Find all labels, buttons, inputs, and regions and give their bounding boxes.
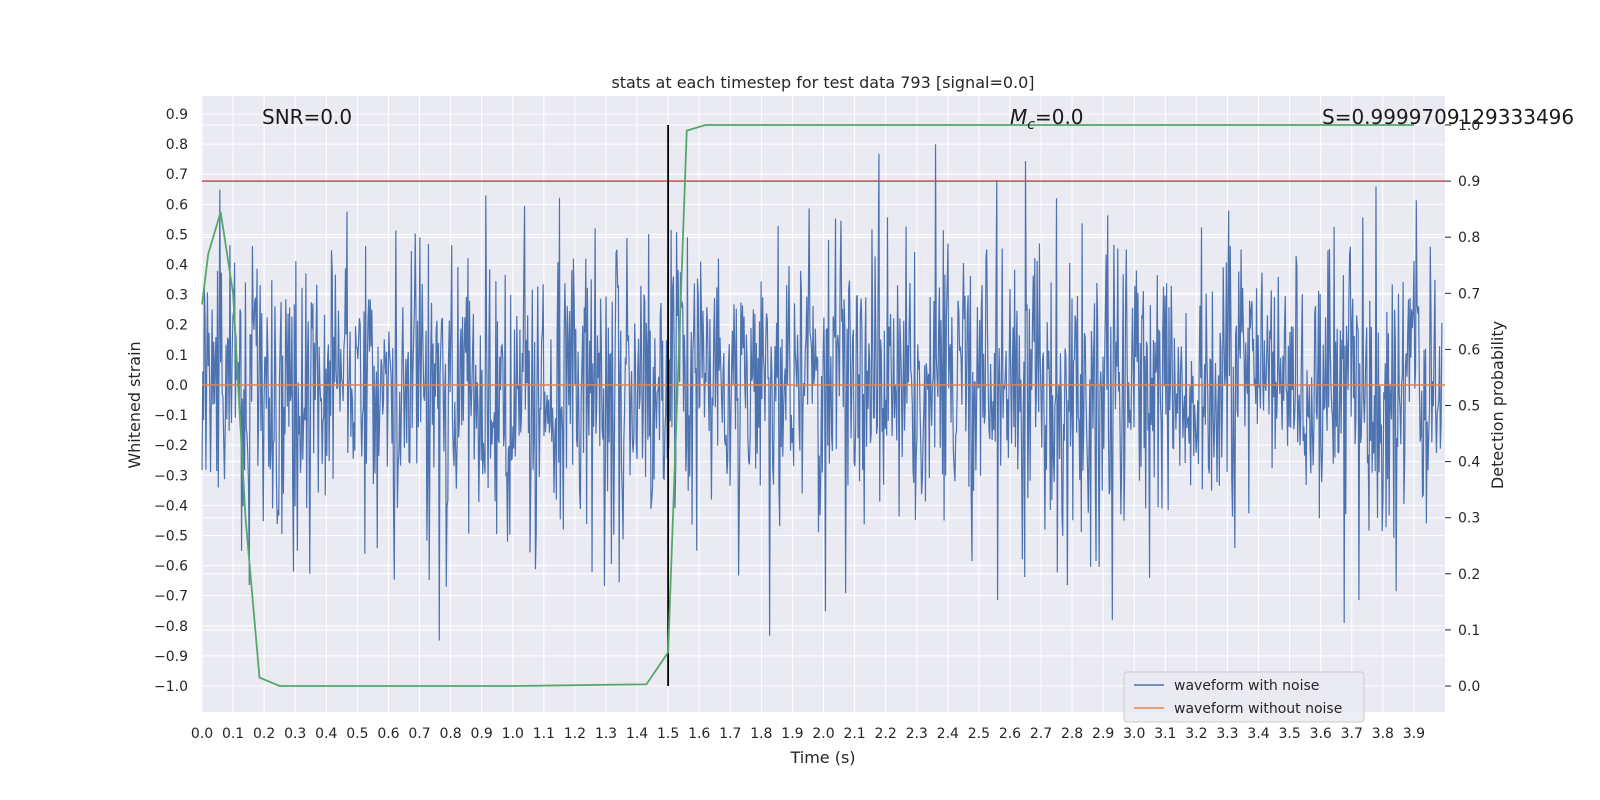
mc-value: =0.0 bbox=[1035, 105, 1084, 129]
y2-tick-label: 0.8 bbox=[1458, 230, 1480, 246]
x-tick-label: 2.4 bbox=[937, 726, 959, 742]
x-tick-label: 1.0 bbox=[502, 726, 524, 742]
y2-tick-label: 0.7 bbox=[1458, 286, 1480, 302]
x-tick-label: 1.9 bbox=[781, 726, 803, 742]
score-annotation: S=0.9999709129333496 bbox=[1322, 105, 1574, 129]
y2-tick-label: 0.4 bbox=[1458, 455, 1480, 471]
y-tick-label: −0.2 bbox=[154, 438, 188, 454]
y-tick-label: 0.7 bbox=[166, 167, 188, 183]
x-tick-label: 3.4 bbox=[1247, 726, 1269, 742]
x-tick-label: 0.3 bbox=[284, 726, 306, 742]
x-tick-label: 0.4 bbox=[315, 726, 337, 742]
x-tick-label: 0.0 bbox=[191, 726, 213, 742]
x-tick-label: 2.5 bbox=[968, 726, 990, 742]
x-tick-label: 1.6 bbox=[688, 726, 710, 742]
x-tick-label: 0.8 bbox=[439, 726, 461, 742]
y2-tick-label: 0.6 bbox=[1458, 342, 1480, 358]
y-tick-label: −0.7 bbox=[154, 589, 188, 605]
y-tick-label: 0.0 bbox=[166, 378, 188, 394]
x-tick-label: 2.3 bbox=[906, 726, 928, 742]
x-tick-label: 1.4 bbox=[626, 726, 648, 742]
x-tick-label: 3.7 bbox=[1341, 726, 1363, 742]
x-tick-label: 2.0 bbox=[812, 726, 834, 742]
x-tick-label: 3.5 bbox=[1278, 726, 1300, 742]
overlays bbox=[201, 124, 1445, 687]
x-tick-label: 1.3 bbox=[595, 726, 617, 742]
y-tick-label: 0.9 bbox=[166, 107, 188, 123]
x-tick-label: 3.8 bbox=[1372, 726, 1394, 742]
legend-label-clean: waveform without noise bbox=[1174, 701, 1342, 717]
mc-symbol: M bbox=[1010, 105, 1027, 129]
y-tick-label: 0.1 bbox=[166, 348, 188, 364]
waveform-with-noise-series bbox=[201, 144, 1443, 641]
legend-box bbox=[1123, 671, 1365, 723]
y-tick-label: 0.5 bbox=[166, 227, 188, 243]
y-axis-label: Whitened strain bbox=[125, 341, 144, 468]
x-tick-label: 2.7 bbox=[1030, 726, 1052, 742]
x-ticks: 0.0 0.1 0.2 0.3 0.4 0.5 0.6 0.7 0.8 0.9 1.0 1.1 1.2 1… bbox=[191, 726, 1425, 742]
chirp-mass-annotation: Mc=0.0 bbox=[1010, 105, 1084, 133]
y2-tick-label: 0.2 bbox=[1458, 567, 1480, 583]
x-tick-label: 3.1 bbox=[1154, 726, 1176, 742]
y-tick-label: 0.2 bbox=[166, 318, 188, 334]
x-tick-label: 1.2 bbox=[564, 726, 586, 742]
x-tick-label: 3.2 bbox=[1185, 726, 1207, 742]
legend: waveform with noise waveform without noi… bbox=[1123, 671, 1365, 723]
y-tick-label: −1.0 bbox=[154, 679, 188, 695]
y-tick-label: −0.4 bbox=[154, 498, 188, 514]
y2-tick-label: 0.1 bbox=[1458, 623, 1480, 639]
y-tick-label: −0.3 bbox=[154, 468, 188, 484]
y-tick-label: −0.8 bbox=[154, 619, 188, 635]
x-tick-label: 2.8 bbox=[1061, 726, 1083, 742]
x-tick-label: 3.6 bbox=[1310, 726, 1332, 742]
x-tick-label: 0.9 bbox=[471, 726, 493, 742]
x-tick-label: 2.9 bbox=[1092, 726, 1114, 742]
y-tick-label: 0.8 bbox=[166, 137, 188, 153]
y-tick-label: −0.1 bbox=[154, 408, 188, 424]
x-tick-label: 0.5 bbox=[346, 726, 368, 742]
chart-title: stats at each timestep for test data 793… bbox=[611, 73, 1034, 92]
snr-annotation: SNR=0.0 bbox=[262, 105, 352, 129]
x-tick-label: 1.1 bbox=[533, 726, 555, 742]
x-tick-label: 2.6 bbox=[999, 726, 1021, 742]
x-tick-label: 1.8 bbox=[750, 726, 772, 742]
y2-tick-label: 0.3 bbox=[1458, 511, 1480, 527]
legend-label-noise: waveform with noise bbox=[1174, 678, 1319, 694]
y2-tick-label: 0.9 bbox=[1458, 174, 1480, 190]
mc-subscript: c bbox=[1027, 117, 1035, 133]
y-tick-label: 0.3 bbox=[166, 288, 188, 304]
x-tick-label: 0.2 bbox=[253, 726, 275, 742]
x-tick-label: 0.7 bbox=[408, 726, 430, 742]
y-tick-label: −0.5 bbox=[154, 528, 188, 544]
y-ticks: 0.9 0.8 0.7 0.6 0.5 0.4 0.3 0.2 0.1 0.0 −0.1 −0.2 −0… bbox=[154, 107, 188, 695]
x-tick-label: 2.1 bbox=[843, 726, 865, 742]
x-tick-label: 3.3 bbox=[1216, 726, 1238, 742]
y-tick-label: 0.6 bbox=[166, 197, 188, 213]
x-axis-label: Time (s) bbox=[789, 748, 855, 767]
y-tick-label: −0.6 bbox=[154, 559, 188, 575]
y2-tick-label: 1.0 bbox=[1458, 118, 1480, 134]
x-tick-label: 0.6 bbox=[377, 726, 399, 742]
y2-ticks: 1.0 0.9 0.8 0.7 0.6 0.5 0.4 0.3 0.2 0.1 0.0 bbox=[1445, 118, 1480, 695]
waveform-with-noise-line bbox=[201, 144, 1443, 641]
y2-tick-label: 0.0 bbox=[1458, 679, 1480, 695]
x-tick-label: 1.5 bbox=[657, 726, 679, 742]
y-tick-label: −0.9 bbox=[154, 649, 188, 665]
x-tick-label: 1.7 bbox=[719, 726, 741, 742]
detection-probability-line bbox=[201, 124, 1414, 687]
x-tick-label: 3.0 bbox=[1123, 726, 1145, 742]
y2-tick-label: 0.5 bbox=[1458, 399, 1480, 415]
x-tick-label: 3.9 bbox=[1403, 726, 1425, 742]
x-tick-label: 2.2 bbox=[875, 726, 897, 742]
y-tick-label: 0.4 bbox=[166, 258, 188, 274]
x-tick-label: 0.1 bbox=[222, 726, 244, 742]
y2-axis-label: Detection probability bbox=[1488, 321, 1507, 489]
